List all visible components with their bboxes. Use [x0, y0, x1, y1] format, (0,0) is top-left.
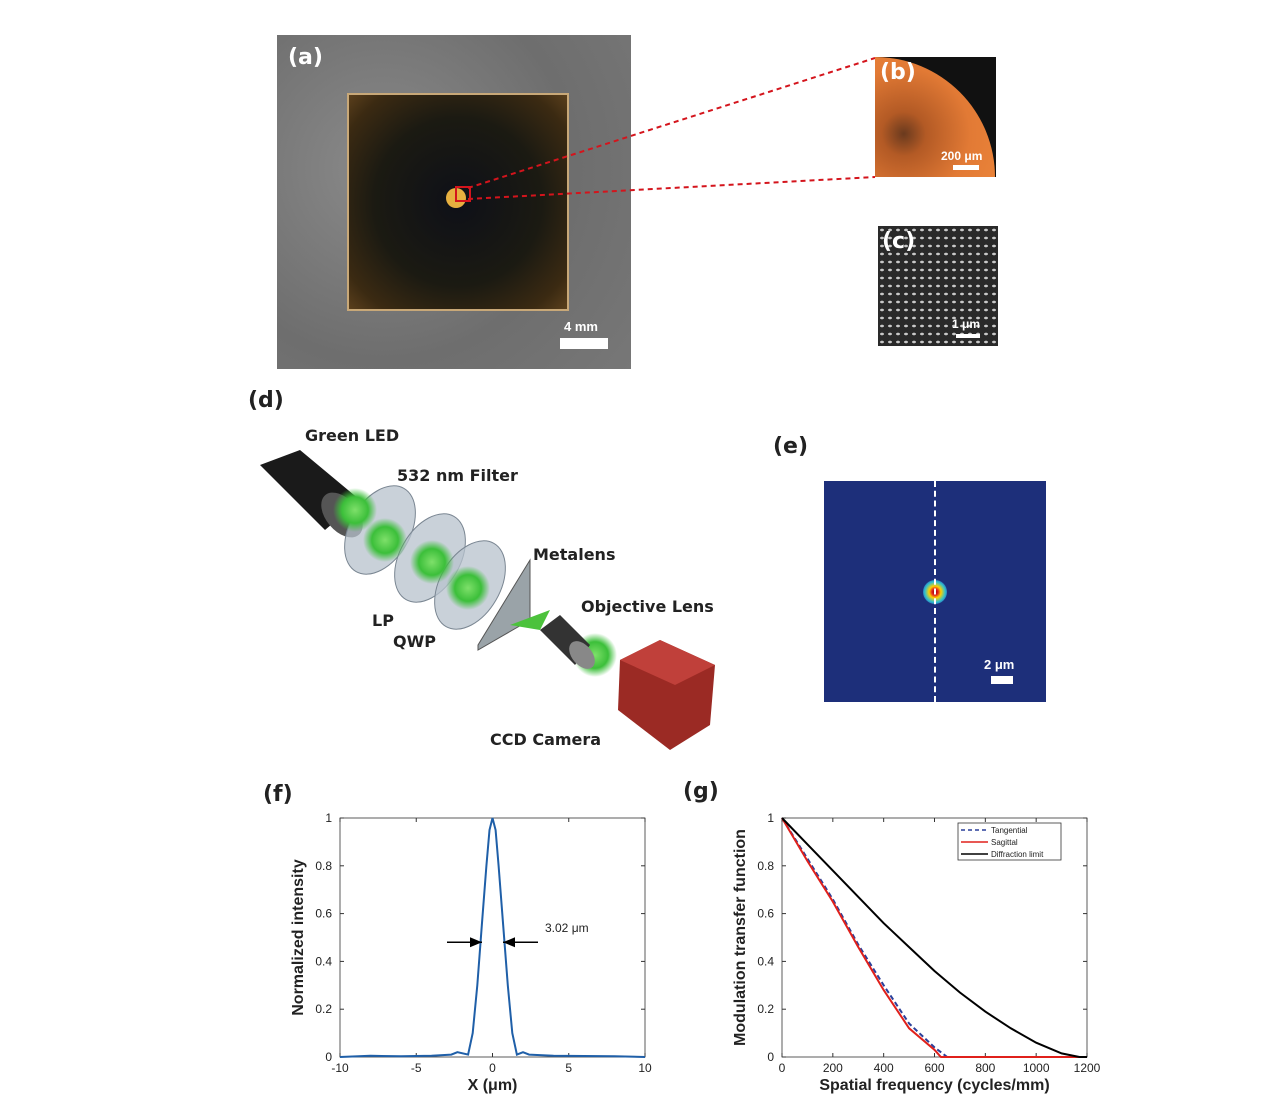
x-tick-label: 400 — [874, 1061, 894, 1075]
legend-entry: Diffraction limit — [991, 850, 1044, 859]
series-line-diffraction-limit — [781, 817, 1087, 1058]
x-tick-label: 600 — [924, 1061, 944, 1075]
y-tick-label: 0.4 — [757, 954, 774, 968]
legend-entry: Tangential — [991, 826, 1028, 835]
fwhm-arrowhead-left — [470, 937, 482, 948]
scale-bar-label: 200 μm — [941, 149, 983, 163]
scale-bar — [956, 334, 980, 338]
panel-label-d: (d) — [248, 388, 284, 413]
metalens-microscope-image: 200 μm — [875, 57, 996, 177]
x-tick-label: 5 — [565, 1061, 572, 1075]
chart-g: 0 200 400 600 800 1000 1200 0 0.2 0.4 0.6 0.8 1 Spati… — [732, 811, 1101, 1094]
label-green-led: Green LED — [305, 426, 400, 445]
panel-label-c: (c) — [882, 229, 916, 254]
focused-beam — [510, 610, 550, 630]
y-tick-label: 0.2 — [315, 1002, 332, 1016]
y-tick-label: 0.6 — [757, 907, 774, 921]
scale-bar-label: 4 mm — [564, 319, 598, 334]
panel-label-a: (a) — [288, 45, 323, 70]
y-tick-label: 0 — [325, 1050, 332, 1064]
label-lp: LP — [372, 611, 394, 630]
legend-entry: Sagittal — [991, 838, 1018, 847]
chart-f: -10 -5 0 5 10 0 0.2 0.4 0.6 0.8 1 X (μm) Normalized … — [290, 811, 652, 1094]
y-tick-label: 0.2 — [757, 1002, 774, 1016]
y-tick-label: 0 — [767, 1050, 774, 1064]
zoom-lines — [467, 57, 876, 200]
label-qwp: QWP — [393, 632, 436, 651]
scale-bar-label: 2 μm — [984, 657, 1015, 672]
scale-bar — [991, 676, 1013, 684]
x-axis-label: X (μm) — [468, 1077, 518, 1094]
scale-bar — [560, 338, 608, 349]
series-line-tangential — [781, 817, 1087, 1058]
y-tick-label: 1 — [767, 811, 774, 825]
zoom-box — [455, 186, 471, 202]
x-tick-label: 0 — [779, 1061, 786, 1075]
plot-frame — [339, 817, 646, 1058]
x-tick-label: -5 — [411, 1061, 422, 1075]
nanostructure-sem-image: 1 μm — [878, 226, 998, 346]
optical-setup-diagram — [260, 450, 715, 750]
y-tick-label: 0.8 — [757, 859, 774, 873]
y-tick-label: 0.4 — [315, 954, 332, 968]
y-tick-label: 0.8 — [315, 859, 332, 873]
legend: Tangential Sagittal Diffraction limit — [957, 822, 1062, 861]
fwhm-arrowhead-right — [503, 937, 515, 948]
x-tick-label: 800 — [975, 1061, 995, 1075]
x-tick-label: 1200 — [1074, 1061, 1101, 1075]
ccd-camera-icon — [618, 640, 715, 750]
focal-spot-image: 2 μm — [824, 481, 1046, 702]
label-metalens: Metalens — [533, 545, 616, 564]
panel-label-f: (f) — [263, 782, 293, 807]
series-line-sagittal — [781, 817, 1087, 1058]
y-tick-label: 0.6 — [315, 907, 332, 921]
x-tick-label: 200 — [823, 1061, 843, 1075]
y-axis-label: Modulation transfer function — [732, 829, 749, 1046]
x-axis-label: Spatial frequency (cycles/mm) — [819, 1077, 1049, 1094]
panel-label-e: (e) — [773, 434, 809, 459]
x-tick-label: 1000 — [1023, 1061, 1050, 1075]
scale-bar — [953, 165, 979, 170]
metalens-sample-photo: 4 mm — [277, 35, 631, 369]
panel-label-g: (g) — [683, 779, 719, 804]
x-tick-label: 0 — [489, 1061, 496, 1075]
y-axis-label: Normalized intensity — [290, 859, 307, 1016]
label-532nm-filter: 532 nm Filter — [397, 466, 518, 485]
scale-bar-label: 1 μm — [952, 317, 981, 331]
x-tick-label: -10 — [331, 1061, 349, 1075]
y-tick-label: 1 — [325, 811, 332, 825]
panel-label-b: (b) — [880, 60, 916, 85]
fwhm-annotation: 3.02 μm — [545, 921, 589, 935]
series-line-psf — [339, 817, 646, 1058]
label-objective-lens: Objective Lens — [581, 597, 714, 616]
x-tick-label: 10 — [638, 1061, 652, 1075]
objective-lens-icon — [540, 615, 595, 669]
label-ccd-camera: CCD Camera — [490, 730, 602, 749]
cross-section-line — [934, 481, 936, 702]
